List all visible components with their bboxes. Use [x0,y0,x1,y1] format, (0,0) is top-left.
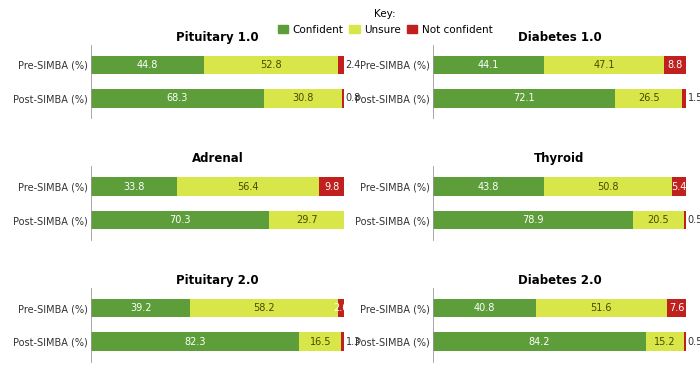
Title: Pituitary 1.0: Pituitary 1.0 [176,31,259,44]
Bar [300,332,341,351]
Bar [190,299,337,317]
Bar [646,332,685,351]
Text: 40.8: 40.8 [474,303,495,313]
Text: 51.6: 51.6 [591,303,612,313]
Text: 0.5: 0.5 [687,337,700,347]
Text: 68.3: 68.3 [167,93,188,103]
Bar [319,177,344,196]
Text: 8.8: 8.8 [667,60,682,70]
Bar [433,89,615,107]
Title: Thyroid: Thyroid [534,152,584,165]
Text: 52.8: 52.8 [260,60,282,70]
Title: Diabetes 2.0: Diabetes 2.0 [517,274,601,287]
Title: Diabetes 1.0: Diabetes 1.0 [517,31,601,44]
Bar [682,89,686,107]
Text: 1.3: 1.3 [346,337,361,347]
Text: 33.8: 33.8 [123,182,144,191]
Text: 56.4: 56.4 [237,182,259,191]
Text: 0.5: 0.5 [687,215,700,225]
Bar [685,332,686,351]
Bar [91,332,300,351]
Text: 70.3: 70.3 [169,215,190,225]
Bar [433,332,646,351]
Text: 50.8: 50.8 [597,182,619,191]
Title: Pituitary 2.0: Pituitary 2.0 [176,274,259,287]
Bar [433,299,536,317]
Bar [176,177,319,196]
Bar [91,177,176,196]
Title: Adrenal: Adrenal [192,152,244,165]
Bar [264,89,342,107]
Bar [91,56,204,74]
Text: 0.8: 0.8 [345,93,361,103]
Bar [544,177,672,196]
Bar [536,299,667,317]
Text: 29.7: 29.7 [296,215,317,225]
Text: 44.1: 44.1 [478,60,499,70]
Bar [664,56,686,74]
Text: 43.8: 43.8 [477,182,499,191]
Bar [91,89,264,107]
Text: 26.5: 26.5 [638,93,659,103]
Bar [338,56,344,74]
Text: 5.4: 5.4 [671,182,687,191]
Text: 15.2: 15.2 [654,337,676,347]
Text: 30.8: 30.8 [292,93,314,103]
Text: 2.6: 2.6 [333,303,349,313]
Text: 72.1: 72.1 [513,93,535,103]
Bar [433,211,633,229]
Text: 78.9: 78.9 [522,215,543,225]
Bar [204,56,338,74]
Text: 2.4: 2.4 [346,60,360,70]
Text: 82.3: 82.3 [184,337,206,347]
Text: 20.5: 20.5 [648,215,669,225]
Text: 9.8: 9.8 [324,182,340,191]
Bar [615,89,682,107]
Text: 47.1: 47.1 [594,60,615,70]
Bar [342,89,344,107]
Text: 58.2: 58.2 [253,303,274,313]
Bar [672,177,686,196]
Legend: Confident, Unsure, Not confident: Confident, Unsure, Not confident [274,5,496,39]
Bar [433,177,544,196]
Bar [633,211,685,229]
Bar [269,211,344,229]
Bar [337,299,344,317]
Bar [685,211,686,229]
Bar [545,56,664,74]
Text: 84.2: 84.2 [528,337,550,347]
Text: 7.6: 7.6 [668,303,684,313]
Bar [91,211,269,229]
Text: 39.2: 39.2 [130,303,151,313]
Text: 16.5: 16.5 [309,337,331,347]
Text: 1.5: 1.5 [687,93,700,103]
Bar [91,299,190,317]
Bar [341,332,344,351]
Bar [667,299,686,317]
Bar [433,56,545,74]
Text: 44.8: 44.8 [137,60,158,70]
